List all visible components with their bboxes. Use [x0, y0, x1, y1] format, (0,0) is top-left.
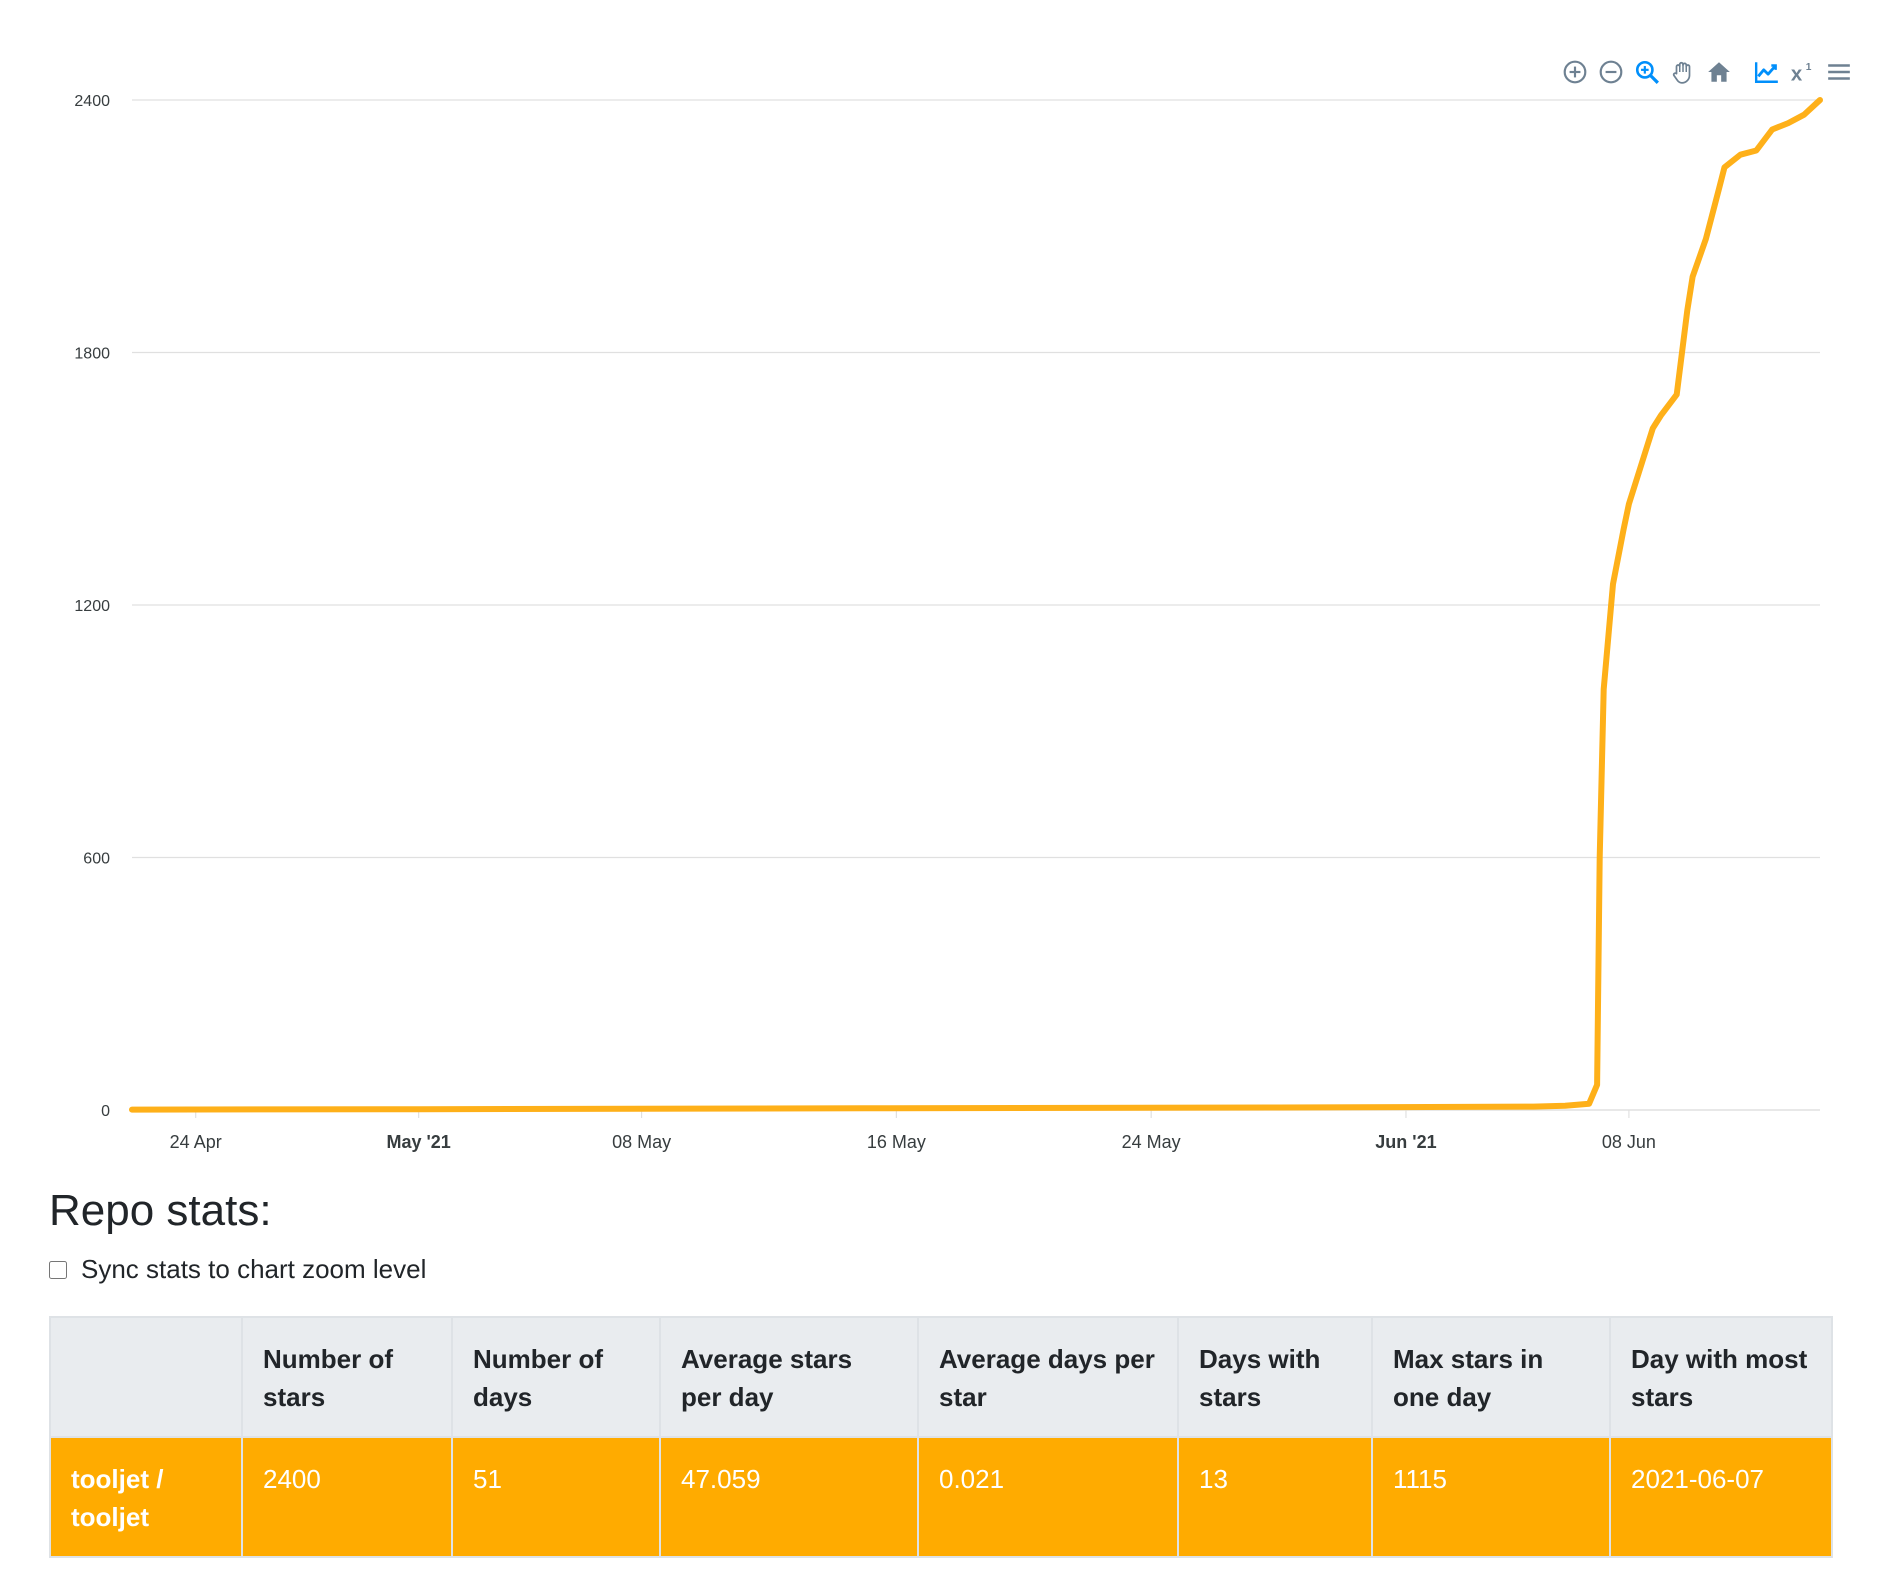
table-row: tooljet / tooljet 2400 51 47.059 0.021 1… [49, 1436, 1833, 1558]
series-line[interactable] [129, 97, 1823, 1113]
x-tick-label: 08 Jun [1602, 1132, 1656, 1152]
pan-hand-icon [1672, 62, 1691, 84]
chart-menu-button[interactable] [1824, 57, 1854, 87]
y-tick-label: 1200 [74, 598, 110, 615]
linear-scale-button[interactable] [1752, 57, 1782, 87]
repo-name-cell: tooljet / tooljet [49, 1436, 243, 1558]
y-axis: 0 600 1200 1800 2400 [74, 93, 110, 1120]
x-tick-label: 08 May [612, 1132, 671, 1152]
zoom-out-icon [1599, 60, 1623, 84]
chart-canvas[interactable]: 0 600 1200 1800 2400 24 Apr May '21 08 May 16 M… [0, 0, 1890, 1180]
max-stars-one-day-cell: 1115 [1371, 1436, 1611, 1558]
log-scale-button[interactable]: x 1 [1788, 57, 1818, 87]
log-scale-icon: x 1 [1791, 62, 1812, 85]
svg-text:x: x [1791, 63, 1803, 85]
selection-zoom-icon [1635, 60, 1659, 84]
pan-button[interactable] [1668, 57, 1698, 87]
svg-text:1: 1 [1806, 62, 1812, 73]
column-header-repo [49, 1316, 243, 1438]
table-header-row: Number of stars Number of days Average s… [49, 1316, 1833, 1438]
series-layer[interactable] [129, 97, 1823, 1113]
x-tick-label: May '21 [386, 1132, 450, 1152]
days-cell: 51 [451, 1436, 661, 1558]
avg-stars-per-day-cell: 47.059 [659, 1436, 919, 1558]
star-history-chart[interactable]: 0 600 1200 1800 2400 24 Apr May '21 08 May 16 M… [0, 0, 1890, 1180]
y-tick-label: 1800 [74, 346, 110, 363]
column-header-day-most-stars: Day with most stars [1609, 1316, 1833, 1438]
column-header-max-stars-one-day: Max stars in one day [1371, 1316, 1611, 1438]
column-header-days-with-stars: Days with stars [1177, 1316, 1373, 1438]
linear-scale-icon [1754, 62, 1778, 83]
reset-zoom-button[interactable] [1704, 57, 1734, 87]
column-header-days: Number of days [451, 1316, 661, 1438]
sync-stats-option[interactable]: Sync stats to chart zoom level [49, 1254, 426, 1285]
repo-stats-heading: Repo stats: [49, 1186, 272, 1235]
sync-stats-label: Sync stats to chart zoom level [81, 1254, 427, 1284]
column-header-stars: Number of stars [241, 1316, 453, 1438]
y-tick-label: 0 [101, 1103, 110, 1120]
zoom-out-button[interactable] [1596, 57, 1626, 87]
x-tick-label: 24 Apr [170, 1132, 222, 1152]
chart-toolbar: x 1 [1560, 56, 1860, 88]
y-tick-label: 600 [83, 851, 110, 868]
column-header-avg-days-per-star: Average days per star [917, 1316, 1179, 1438]
zoom-in-button[interactable] [1560, 57, 1590, 87]
x-tick-label: 24 May [1122, 1132, 1181, 1152]
repo-stats-table: Number of stars Number of days Average s… [49, 1316, 1833, 1558]
x-tick-label: Jun '21 [1375, 1132, 1436, 1152]
x-tick-label: 16 May [867, 1132, 926, 1152]
x-axis: 24 Apr May '21 08 May 16 May 24 May Jun '21 08… [132, 1109, 1820, 1152]
day-most-stars-cell: 2021-06-07 [1609, 1436, 1833, 1558]
home-reset-icon [1708, 62, 1730, 82]
stars-cell: 2400 [241, 1436, 453, 1558]
column-header-avg-stars-per-day: Average stars per day [659, 1316, 919, 1438]
grid-lines [132, 99, 1820, 1111]
sync-stats-checkbox[interactable] [49, 1260, 67, 1279]
avg-days-per-star-cell: 0.021 [917, 1436, 1179, 1558]
zoom-in-icon [1563, 60, 1587, 84]
y-tick-label: 2400 [74, 93, 110, 110]
selection-zoom-button[interactable] [1632, 57, 1662, 87]
menu-icon [1828, 64, 1850, 80]
days-with-stars-cell: 13 [1177, 1436, 1373, 1558]
